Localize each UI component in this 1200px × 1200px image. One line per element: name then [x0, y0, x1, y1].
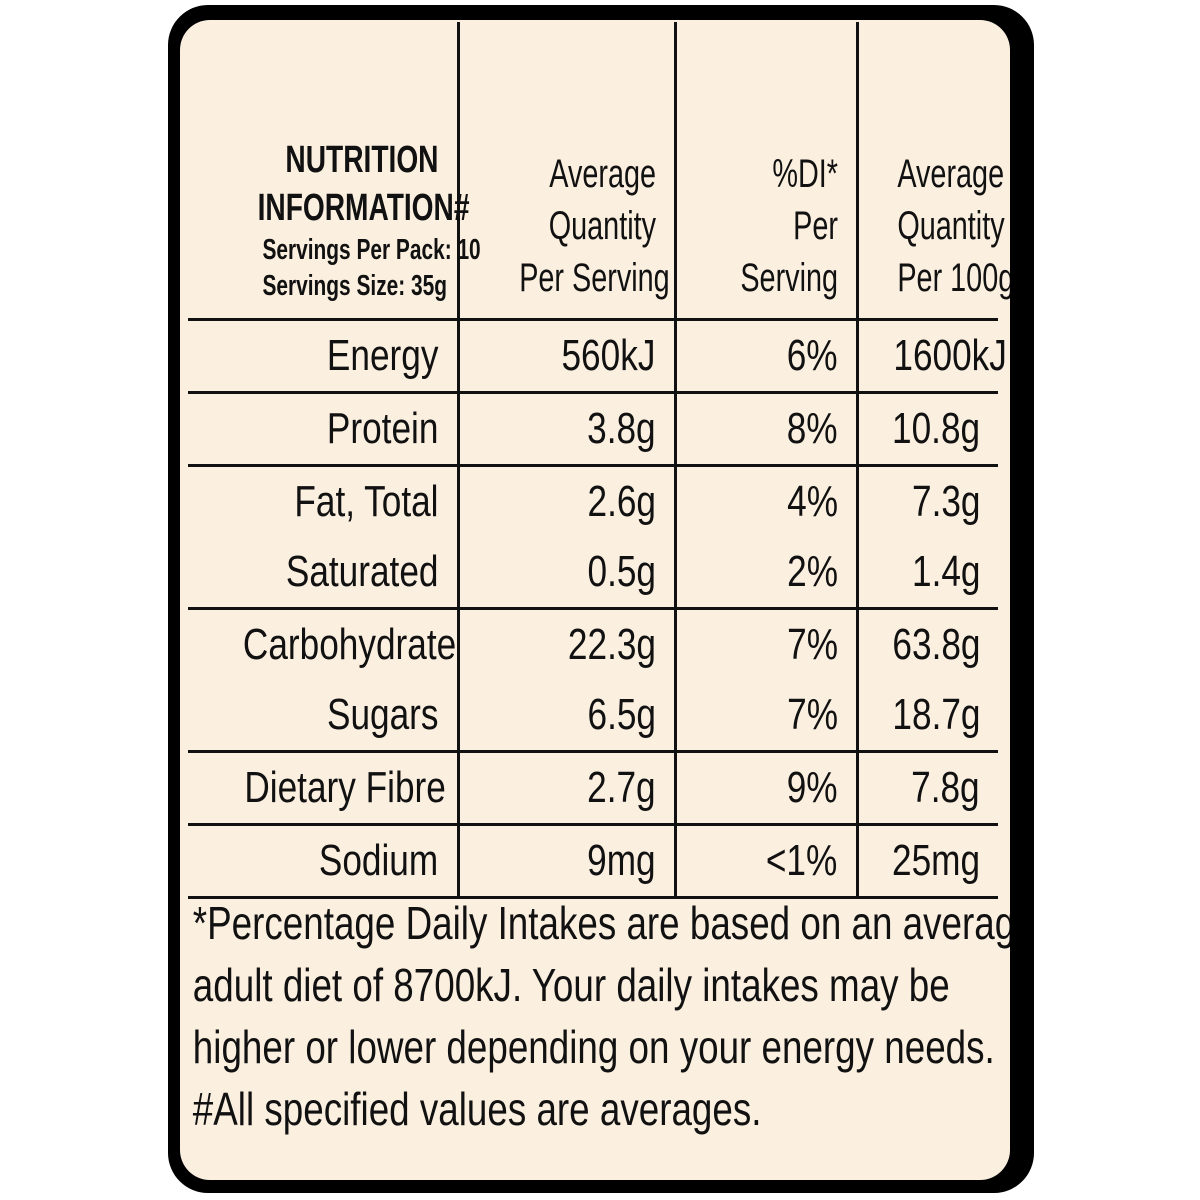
col4-line-2: Quantity	[896, 204, 1005, 248]
fat-total-per-100g: 7.3g	[911, 477, 980, 526]
table-row-protein: Protein 3.8g 8% 10.8g	[188, 391, 998, 467]
col3-line-3: Serving	[739, 256, 838, 300]
fat-total-per-serving: 2.6g	[586, 477, 656, 526]
nutrition-table-wrapper: NUTRITION INFORMATION# Servings Per Pack…	[188, 22, 1010, 899]
row-per-serving: 560kJ	[456, 318, 677, 394]
row-di: 4% 2%	[673, 464, 859, 610]
carbohydrate-per-100g: 63.8g	[891, 620, 980, 669]
title-line-1: NUTRITION	[285, 139, 439, 181]
row-label: Carbohydrate Sugars	[188, 607, 460, 753]
footnote: *Percentage Daily Intakes are based on a…	[188, 892, 1010, 1140]
footnote-line-2: adult diet of 8700kJ. Your daily intakes…	[192, 959, 950, 1011]
saturated-label: Saturated	[285, 547, 439, 596]
row-di: 7% 7%	[673, 607, 859, 753]
saturated-di: 2%	[786, 547, 838, 596]
col3-line-1: %DI*	[771, 152, 838, 196]
row-label: Energy	[188, 318, 460, 394]
header-di: %DI* Per Serving	[673, 22, 859, 321]
servings-per-pack: Servings Per Pack: 10	[262, 234, 481, 266]
nutrition-panel: NUTRITION INFORMATION# Servings Per Pack…	[180, 20, 1010, 1180]
table-row-fibre: Dietary Fibre 2.7g 9% 7.8g	[188, 750, 998, 826]
saturated-per-100g: 1.4g	[911, 547, 980, 596]
title-line-2: INFORMATION#	[257, 187, 470, 229]
col4-line-1: Average	[896, 152, 1004, 196]
header-per-serving: Average Quantity Per Serving	[456, 22, 677, 321]
row-per-serving: 22.3g 6.5g	[456, 607, 677, 753]
footnote-line-3: higher or lower depending on your energy…	[192, 1021, 995, 1073]
row-label: Protein	[188, 391, 460, 467]
table-row-carbohydrate: Carbohydrate Sugars 22.3g 6.5g 7% 7% 63.…	[188, 607, 998, 753]
header-per-100g: Average Quantity Per 100g	[855, 22, 1010, 321]
sugars-per-100g: 18.7g	[891, 690, 980, 739]
fat-total-label: Fat, Total	[294, 477, 439, 526]
row-per-100g: 1600kJ	[855, 318, 1006, 394]
row-per-serving: 3.8g	[456, 391, 677, 467]
row-di: 6%	[673, 318, 859, 394]
col2-line-3: Per Serving	[518, 256, 670, 300]
fat-total-di: 4%	[786, 477, 838, 526]
row-per-100g: 7.8g	[855, 750, 998, 826]
row-per-100g: 63.8g 18.7g	[855, 607, 998, 753]
row-per-100g: 7.3g 1.4g	[855, 464, 998, 610]
footnote-line-4: #All specified values are averages.	[192, 1083, 762, 1135]
saturated-per-serving: 0.5g	[586, 547, 656, 596]
sugars-label: Sugars	[326, 690, 439, 739]
row-per-serving: 9mg	[456, 823, 677, 899]
row-label: Dietary Fibre	[188, 750, 460, 826]
table-row-energy: Energy 560kJ 6% 1600kJ	[188, 318, 1006, 394]
nutrition-table: NUTRITION INFORMATION# Servings Per Pack…	[188, 22, 1010, 899]
row-label: Fat, Total Saturated	[188, 464, 460, 610]
row-per-serving: 2.7g	[456, 750, 677, 826]
carbohydrate-per-serving: 22.3g	[567, 620, 656, 669]
col4-line-3: Per 100g	[896, 256, 1010, 300]
serving-size: Servings Size: 35g	[262, 270, 447, 302]
row-per-100g: 25mg	[855, 823, 998, 899]
carbohydrate-di: 7%	[786, 620, 838, 669]
sugars-per-serving: 6.5g	[586, 690, 656, 739]
row-di: <1%	[673, 823, 859, 899]
row-di: 8%	[673, 391, 859, 467]
row-di: 9%	[673, 750, 859, 826]
col2-line-1: Average	[548, 152, 656, 196]
table-row-fat: Fat, Total Saturated 2.6g 0.5g 4% 2% 7.3…	[188, 464, 998, 610]
table-row-sodium: Sodium 9mg <1% 25mg	[188, 823, 998, 899]
sugars-di: 7%	[786, 690, 838, 739]
carbohydrate-label: Carbohydrate	[242, 620, 457, 669]
row-label: Sodium	[188, 823, 460, 899]
row-per-serving: 2.6g 0.5g	[456, 464, 677, 610]
col3-line-2: Per	[792, 204, 838, 248]
col2-line-2: Quantity	[548, 204, 656, 248]
table-header-row: NUTRITION INFORMATION# Servings Per Pack…	[188, 22, 1010, 321]
row-per-100g: 10.8g	[855, 391, 998, 467]
footnote-line-1: *Percentage Daily Intakes are based on a…	[192, 897, 1010, 949]
header-title-cell: NUTRITION INFORMATION# Servings Per Pack…	[188, 22, 481, 321]
